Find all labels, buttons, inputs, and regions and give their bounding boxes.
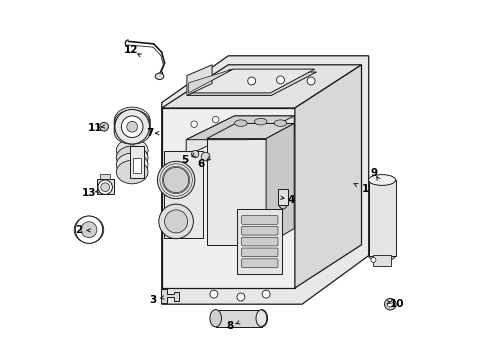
Text: 8: 8 [226, 321, 233, 331]
Text: 7: 7 [146, 128, 154, 138]
Polygon shape [186, 116, 294, 140]
Circle shape [101, 183, 109, 192]
Polygon shape [161, 289, 179, 303]
Text: 4: 4 [287, 195, 294, 205]
Circle shape [81, 222, 97, 238]
Circle shape [159, 204, 193, 239]
Polygon shape [162, 65, 361, 108]
Circle shape [209, 290, 218, 298]
Circle shape [163, 167, 188, 193]
Polygon shape [186, 116, 294, 156]
Circle shape [115, 109, 149, 144]
Ellipse shape [74, 216, 103, 243]
Text: 13: 13 [81, 188, 96, 198]
Ellipse shape [368, 175, 395, 185]
Text: 5: 5 [181, 155, 188, 165]
Circle shape [237, 293, 244, 301]
Ellipse shape [114, 115, 150, 140]
Circle shape [75, 216, 102, 243]
Circle shape [201, 152, 209, 161]
Ellipse shape [116, 153, 148, 177]
Ellipse shape [116, 146, 148, 169]
Bar [372, 255, 390, 266]
Polygon shape [188, 69, 314, 93]
Circle shape [157, 161, 194, 199]
Circle shape [384, 298, 395, 310]
Ellipse shape [76, 218, 102, 242]
Text: 6: 6 [197, 159, 204, 169]
Ellipse shape [114, 121, 150, 144]
Text: 2: 2 [75, 225, 82, 235]
Polygon shape [215, 310, 261, 327]
Circle shape [190, 121, 197, 127]
Polygon shape [162, 108, 294, 288]
Ellipse shape [114, 110, 150, 136]
Circle shape [98, 180, 112, 194]
Circle shape [370, 257, 375, 262]
Ellipse shape [234, 120, 247, 126]
Ellipse shape [256, 310, 267, 327]
Polygon shape [163, 151, 203, 238]
Text: 10: 10 [389, 299, 404, 309]
Ellipse shape [116, 139, 148, 162]
Circle shape [262, 290, 269, 298]
Text: 12: 12 [123, 45, 138, 55]
Circle shape [164, 210, 187, 233]
Ellipse shape [254, 118, 266, 125]
Polygon shape [368, 180, 395, 256]
Polygon shape [206, 123, 294, 139]
Bar [101, 174, 110, 179]
FancyBboxPatch shape [241, 237, 277, 246]
Ellipse shape [209, 310, 221, 327]
Polygon shape [188, 69, 232, 93]
Text: 9: 9 [370, 168, 377, 178]
Ellipse shape [114, 118, 150, 142]
Polygon shape [237, 209, 282, 274]
Bar [133, 158, 141, 173]
Text: 1: 1 [361, 184, 368, 194]
Ellipse shape [75, 217, 102, 242]
FancyBboxPatch shape [241, 226, 277, 235]
Polygon shape [130, 146, 143, 178]
Ellipse shape [155, 73, 163, 80]
Text: 11: 11 [88, 123, 102, 133]
Polygon shape [265, 123, 294, 245]
Circle shape [126, 121, 137, 132]
Ellipse shape [274, 120, 286, 126]
Ellipse shape [114, 113, 150, 138]
Circle shape [306, 77, 314, 85]
Polygon shape [206, 139, 265, 245]
Ellipse shape [77, 219, 101, 240]
Ellipse shape [114, 107, 150, 134]
Ellipse shape [79, 220, 99, 240]
Circle shape [100, 122, 108, 131]
Circle shape [386, 301, 392, 307]
FancyBboxPatch shape [241, 216, 277, 224]
Circle shape [212, 116, 219, 123]
Polygon shape [186, 72, 316, 95]
Bar [277, 189, 288, 205]
FancyBboxPatch shape [241, 259, 277, 267]
Circle shape [276, 76, 284, 84]
Text: 3: 3 [149, 294, 156, 305]
Polygon shape [294, 65, 361, 288]
Ellipse shape [368, 250, 395, 261]
FancyBboxPatch shape [241, 248, 277, 257]
Polygon shape [186, 65, 212, 95]
Circle shape [247, 77, 255, 85]
Ellipse shape [116, 161, 148, 184]
Circle shape [191, 150, 199, 158]
Circle shape [121, 116, 142, 138]
Polygon shape [162, 56, 368, 304]
Polygon shape [97, 179, 114, 194]
